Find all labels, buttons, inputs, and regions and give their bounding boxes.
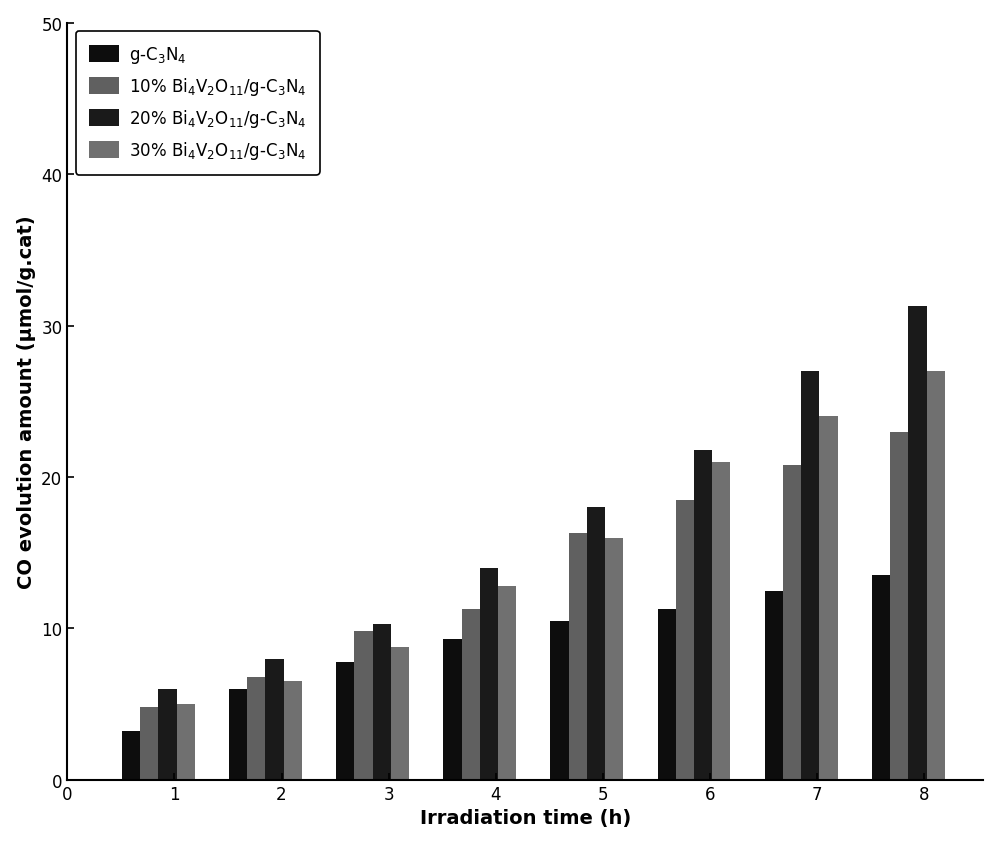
Bar [158, 690, 177, 780]
Bar [872, 576, 890, 780]
Bar [391, 647, 409, 780]
Bar [676, 500, 694, 780]
Bar [801, 371, 819, 780]
Bar [890, 432, 908, 780]
Bar [336, 662, 354, 780]
Bar [658, 609, 676, 780]
Bar [498, 587, 516, 780]
Bar [177, 705, 195, 780]
Bar [550, 621, 569, 780]
Bar [354, 632, 373, 780]
Bar [443, 639, 462, 780]
Bar [765, 591, 783, 780]
Bar [908, 306, 927, 780]
Bar [122, 732, 140, 780]
Bar [819, 417, 838, 780]
Bar [587, 508, 605, 780]
Legend: g-C$_3$N$_4$, 10% Bi$_4$V$_2$O$_{11}$/g-C$_3$N$_4$, 20% Bi$_4$V$_2$O$_{11}$/g-C$: g-C$_3$N$_4$, 10% Bi$_4$V$_2$O$_{11}$/g-… [76, 32, 320, 176]
Bar [265, 659, 284, 780]
Bar [373, 625, 391, 780]
Bar [480, 568, 498, 780]
X-axis label: Irradiation time (h): Irradiation time (h) [420, 809, 631, 827]
Bar [569, 533, 587, 780]
Bar [247, 677, 265, 780]
Bar [712, 463, 730, 780]
Y-axis label: CO evolution amount (μmol/g.cat): CO evolution amount (μmol/g.cat) [17, 215, 36, 588]
Bar [229, 690, 247, 780]
Bar [462, 609, 480, 780]
Bar [783, 465, 801, 780]
Bar [605, 538, 623, 780]
Bar [140, 707, 158, 780]
Bar [284, 682, 302, 780]
Bar [927, 371, 945, 780]
Bar [694, 450, 712, 780]
